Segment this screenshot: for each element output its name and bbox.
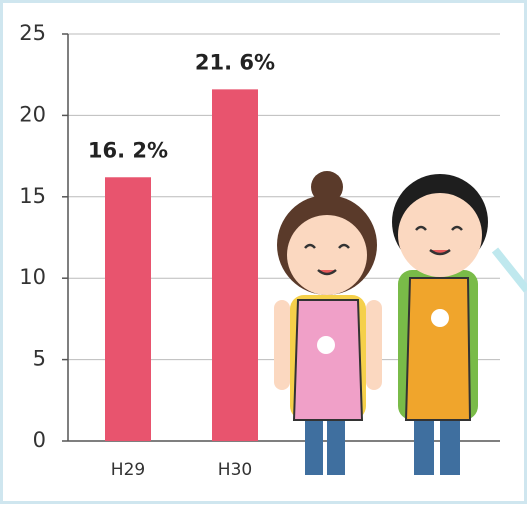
y-tick-label: 0 (33, 428, 46, 452)
chart: 0 5 10 15 20 25 H29 16. 2% H30 21. 6% (0, 0, 527, 504)
value-label: 21. 6% (195, 50, 275, 74)
x-tick-label: H29 (111, 460, 145, 480)
y-tick-label: 5 (33, 347, 46, 371)
bar (212, 89, 258, 441)
x-tick-label: H30 (218, 460, 252, 480)
value-label: 16. 2% (88, 138, 168, 162)
y-tick-label: 25 (19, 21, 46, 45)
bar (105, 177, 151, 441)
y-tick-label: 20 (19, 102, 46, 126)
y-tick-label: 15 (19, 184, 46, 208)
y-tick-label: 10 (19, 265, 46, 289)
